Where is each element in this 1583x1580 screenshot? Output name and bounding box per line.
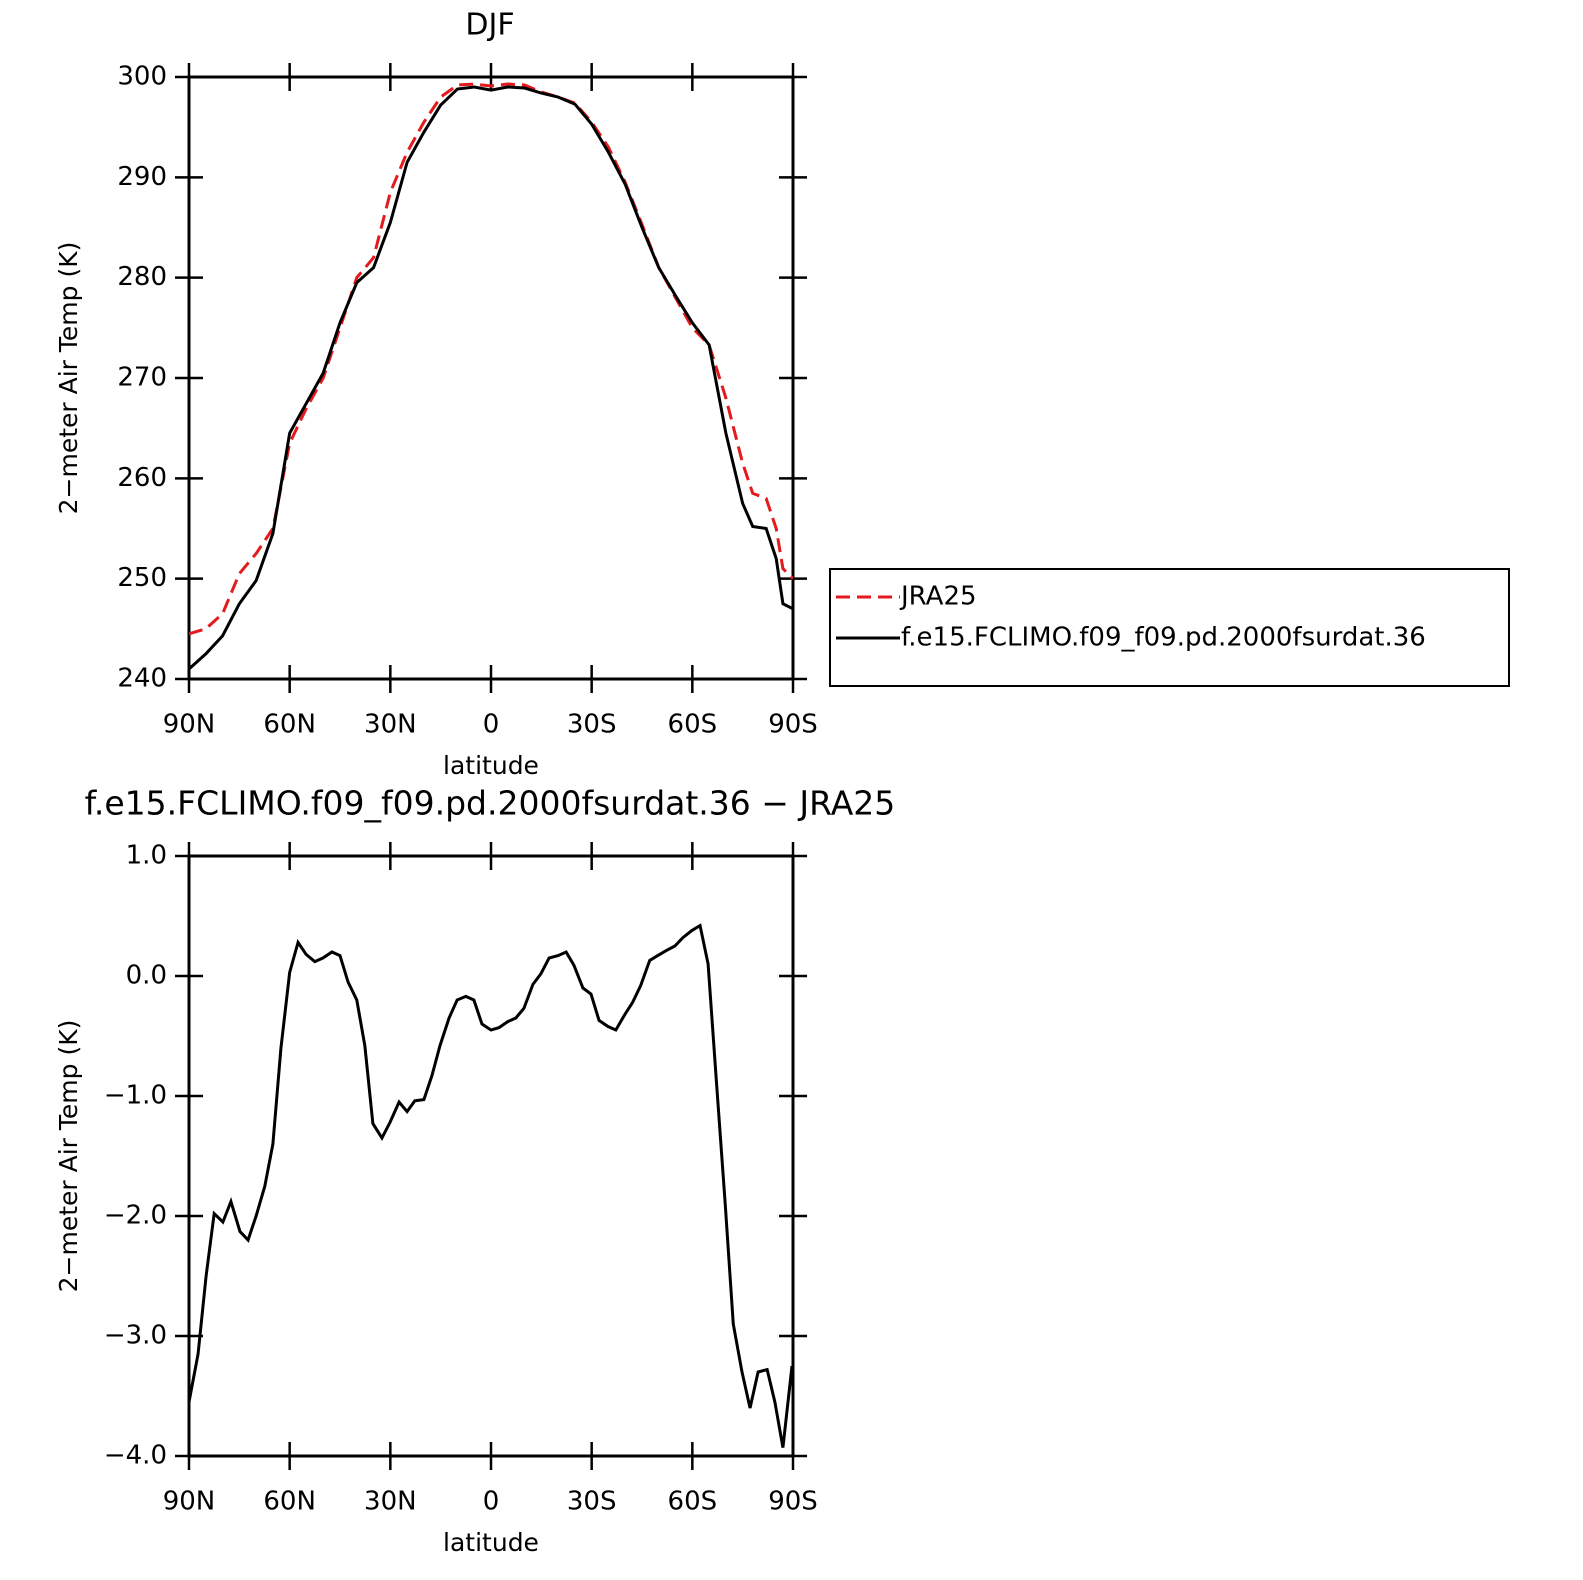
y-tick-label: −1.0 [104, 1081, 167, 1111]
y-axis-label: 2−meter Air Temp (K) [54, 242, 83, 515]
y-tick-label: 270 [117, 363, 167, 393]
y-tick-label: 280 [117, 262, 167, 292]
y-tick-label: 300 [117, 62, 167, 92]
data-line [189, 82, 793, 636]
chart-title: f.e15.FCLIMO.f09_f09.pd.2000fsurdat.36 −… [85, 784, 896, 823]
x-tick-label: 30N [364, 710, 417, 740]
data-line [189, 85, 793, 671]
y-tick-label: 250 [117, 563, 167, 593]
x-tick-label: 60S [668, 1487, 718, 1517]
plot-frame [187, 854, 795, 1458]
plot-frame [187, 75, 795, 681]
y-axis-label: 2−meter Air Temp (K) [54, 1020, 83, 1293]
legend-label: JRA25 [899, 582, 977, 612]
x-tick-label: 30N [364, 1487, 417, 1517]
x-tick-label: 0 [483, 1487, 500, 1517]
y-tick-label: 240 [117, 664, 167, 694]
x-tick-label: 90S [768, 1487, 818, 1517]
y-tick-label: −2.0 [104, 1201, 167, 1231]
x-tick-label: 60N [263, 710, 316, 740]
x-tick-label: 30S [567, 710, 617, 740]
x-tick-label: 0 [483, 710, 500, 740]
y-tick-label: 260 [117, 463, 167, 493]
y-tick-label: 1.0 [126, 841, 167, 871]
x-tick-label: 90S [768, 710, 818, 740]
x-tick-label: 60N [263, 1487, 316, 1517]
x-tick-label: 90N [163, 710, 216, 740]
x-tick-label: 30S [567, 1487, 617, 1517]
data-line [189, 923, 793, 1448]
y-tick-label: 0.0 [126, 961, 167, 991]
legend-box [829, 568, 1510, 687]
x-axis-label: latitude [443, 751, 539, 780]
x-tick-label: 60S [668, 710, 718, 740]
y-tick-label: 290 [117, 162, 167, 192]
x-axis-label: latitude [443, 1528, 539, 1557]
chart-title: DJF [465, 8, 514, 43]
y-tick-label: −4.0 [104, 1441, 167, 1471]
legend-label: f.e15.FCLIMO.f09_f09.pd.2000fsurdat.36 [901, 623, 1426, 653]
x-tick-label: 90N [163, 1487, 216, 1517]
y-tick-label: −3.0 [104, 1321, 167, 1351]
